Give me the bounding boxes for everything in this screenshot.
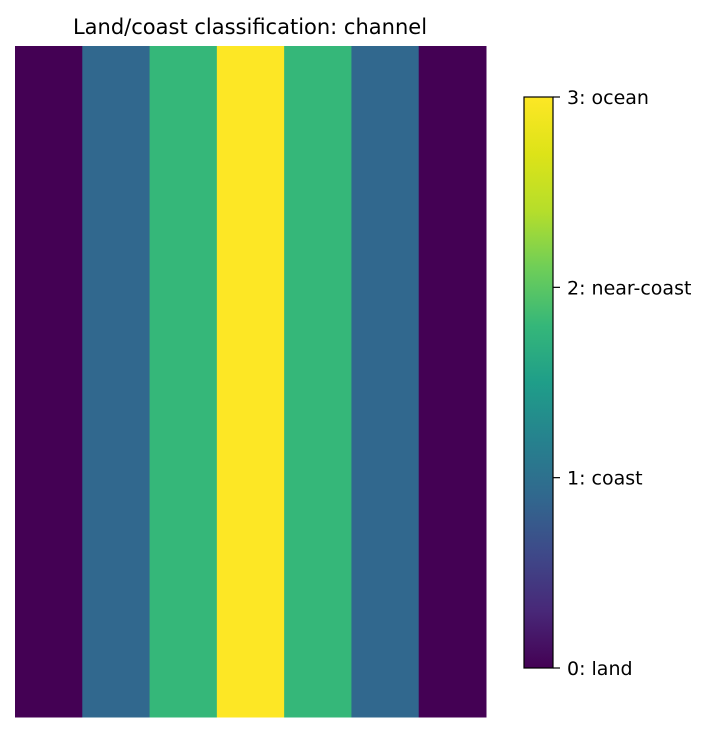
chart-title: Land/coast classification: channel: [73, 15, 427, 39]
colorbar-tick-label: 0: land: [567, 658, 633, 680]
colorbar-tick-label: 1: coast: [567, 468, 643, 490]
heatmap-cell: [284, 46, 352, 718]
heatmap-cell: [15, 46, 83, 718]
colorbar-ticks: 0: land 1: coast 2: near-coast 3: ocean: [553, 87, 691, 680]
heatmap-cell: [351, 46, 420, 718]
colorbar-tick-label: 3: ocean: [567, 87, 649, 109]
heatmap-cells: [15, 46, 487, 718]
heatmap-cell: [149, 46, 218, 718]
heatmap-cell: [418, 46, 487, 718]
heatmap-cell: [216, 46, 285, 718]
heatmap-cell: [82, 46, 151, 718]
colorbar-tick-label: 2: near-coast: [567, 277, 691, 299]
colorbar: [523, 96, 554, 669]
